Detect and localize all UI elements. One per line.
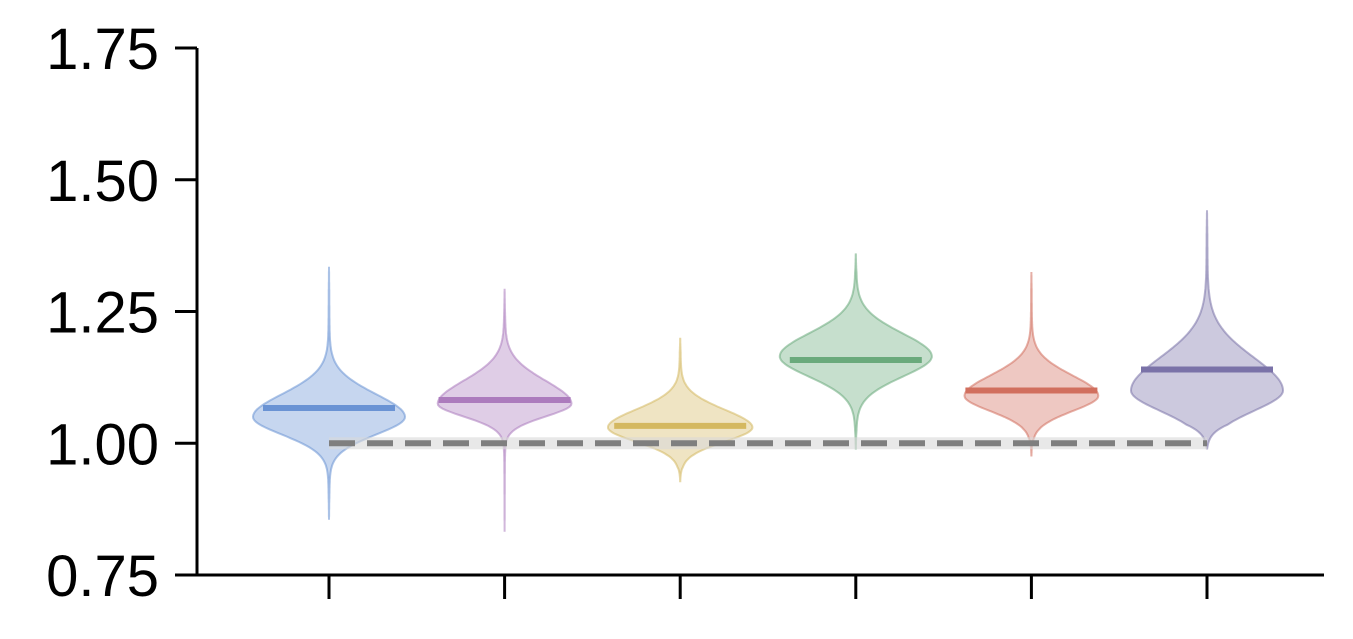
violin-group bbox=[251, 210, 1285, 532]
y-tick-label: 0.75 bbox=[46, 544, 159, 609]
violin-body bbox=[778, 253, 933, 450]
violin-body bbox=[607, 337, 754, 483]
violin-body bbox=[1129, 210, 1285, 450]
y-tick-label: 1.00 bbox=[46, 412, 159, 477]
reference-line-group bbox=[329, 437, 1207, 450]
violin-body bbox=[251, 266, 407, 520]
y-tick-label: 1.25 bbox=[46, 281, 159, 346]
violin-body bbox=[436, 288, 573, 532]
axes-group: 0.75 1.00 1.25 1.50 1.75 bbox=[46, 17, 1324, 609]
y-tick-label: 1.75 bbox=[46, 17, 159, 82]
median-group bbox=[263, 356, 1273, 429]
y-tick-label: 1.50 bbox=[46, 149, 159, 214]
violin-body bbox=[963, 272, 1100, 457]
